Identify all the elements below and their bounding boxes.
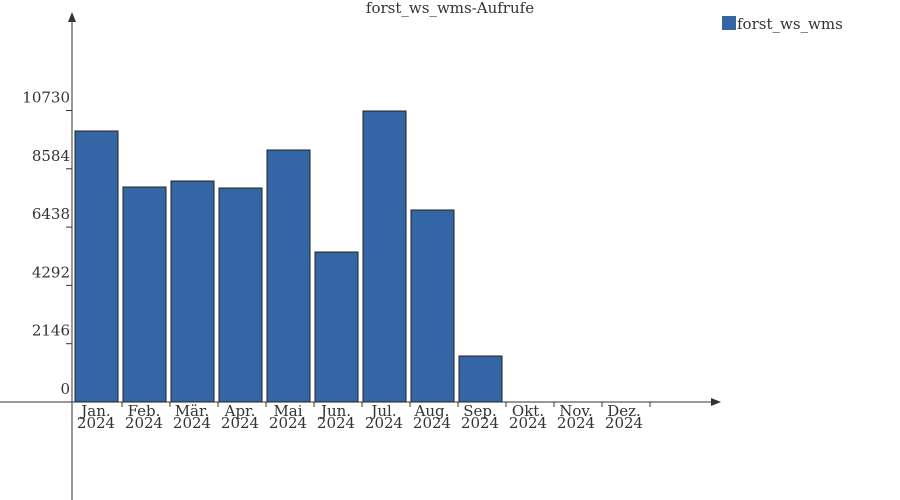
x-tick-label: Aug.	[414, 402, 450, 420]
bar	[362, 110, 407, 403]
x-tick-label: Jan.	[79, 402, 110, 420]
x-tick-label: 2024	[317, 414, 355, 432]
bar	[266, 149, 311, 403]
x-tick-label: 2024	[557, 414, 595, 432]
bar	[410, 209, 455, 403]
x-tick-label: 2024	[77, 414, 115, 432]
x-tick-label: Mär.	[175, 402, 210, 420]
bar	[314, 251, 359, 403]
x-tick-label: 2024	[509, 414, 547, 432]
x-tick-label: 2024	[269, 414, 307, 432]
x-tick-label: Feb.	[128, 402, 161, 420]
x-tick-label: Nov.	[559, 402, 593, 420]
x-tick-label: Sep.	[463, 402, 497, 420]
bar	[218, 187, 263, 403]
legend-swatch	[722, 16, 736, 30]
x-tick-label: Jun.	[319, 402, 351, 420]
x-tick-label: 2024	[605, 414, 643, 432]
y-tick-label: 0	[60, 380, 70, 398]
bar	[170, 180, 215, 403]
x-tick-label: 2024	[365, 414, 403, 432]
x-tick-label: 2024	[413, 414, 451, 432]
x-tick-label: Okt.	[512, 402, 544, 420]
y-tick-label: 8584	[32, 147, 70, 165]
chart-title: forst_ws_wms-Aufrufe	[366, 0, 534, 17]
bar	[122, 186, 167, 403]
x-tick-label: 2024	[461, 414, 499, 432]
legend-label: forst_ws_wms	[737, 15, 843, 33]
x-tick-label: 2024	[125, 414, 163, 432]
y-tick-label: 10730	[22, 88, 70, 106]
x-tick-label: 2024	[221, 414, 259, 432]
y-tick-label: 4292	[32, 263, 70, 281]
y-tick-label: 2146	[32, 322, 70, 340]
x-tick-label: Mai	[273, 402, 302, 420]
y-tick-label: 6438	[32, 205, 70, 223]
x-tick-label: Jul.	[369, 402, 396, 420]
x-tick-label: 2024	[173, 414, 211, 432]
x-axis-arrow	[711, 398, 721, 406]
x-tick-label: Apr.	[224, 402, 256, 420]
bar	[74, 130, 119, 403]
x-tick-label: Dez.	[607, 402, 641, 420]
y-axis-arrow	[68, 12, 76, 22]
bar	[458, 355, 503, 403]
